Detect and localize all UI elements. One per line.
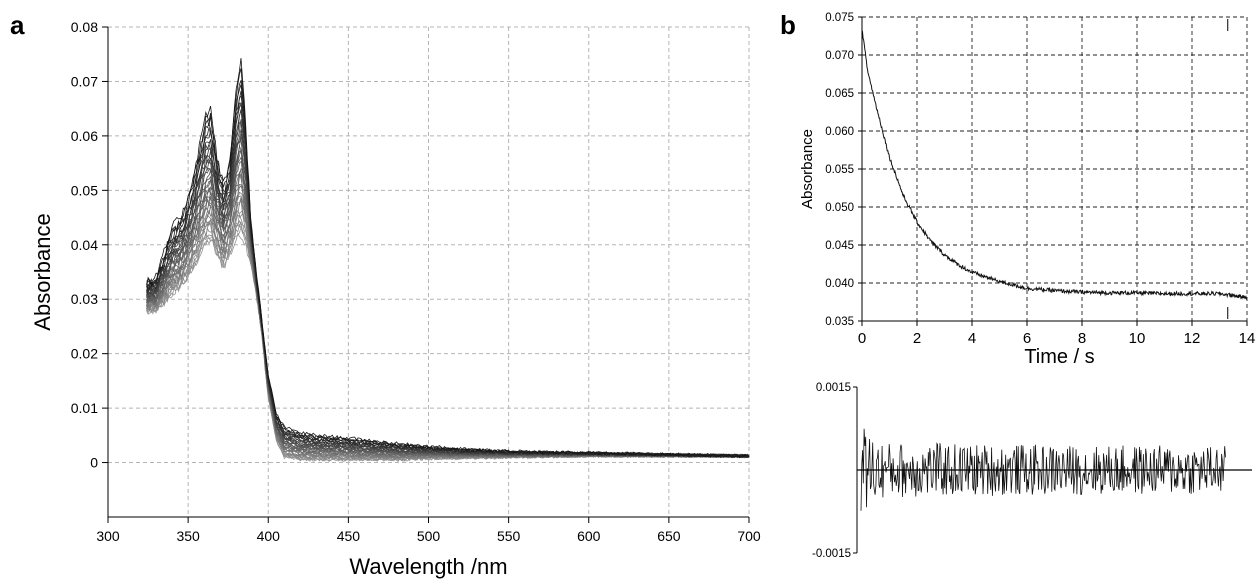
spectra-y-tick-label: 0.06 bbox=[71, 128, 98, 144]
kinetics-grid bbox=[862, 16, 1248, 321]
spectra-tick-labels: 300 350 400 450 500 550 600 650 700 0 0.01 0.02 0.03… bbox=[71, 19, 761, 544]
spectra-x-tick-label: 450 bbox=[337, 528, 361, 544]
spectra-x-tick-label: 400 bbox=[257, 528, 281, 544]
kinetics-x-tick-label: 6 bbox=[1023, 330, 1031, 347]
spectrum-line bbox=[146, 144, 750, 458]
spectrum-line bbox=[146, 213, 750, 461]
kinetics-y-tick-label: 0.050 bbox=[825, 202, 854, 214]
kinetics-chart: 0 2 4 6 8 10 12 14 0.035 0.040 0.045 0.050 0.055 0.06… bbox=[799, 12, 1255, 368]
residuals-line bbox=[860, 428, 1226, 511]
spectra-x-tick-label: 500 bbox=[417, 528, 441, 544]
kinetics-y-tick-label: 0.075 bbox=[825, 12, 854, 24]
spectra-y-tick-label: 0 bbox=[90, 455, 98, 471]
kinetics-x-tick-label: 2 bbox=[913, 330, 921, 347]
kinetics-y-tick-label: 0.055 bbox=[825, 164, 854, 176]
spectra-y-tick-label: 0.02 bbox=[71, 346, 98, 362]
kinetics-x-axis-label: Time / s bbox=[1024, 346, 1094, 368]
spectra-x-tick-label: 550 bbox=[497, 528, 521, 544]
spectrum-line bbox=[146, 102, 750, 458]
spectrum-line bbox=[146, 232, 749, 462]
spectra-y-tick-label: 0.01 bbox=[71, 400, 98, 416]
spectra-x-tick-label: 650 bbox=[657, 528, 681, 544]
residuals-y-tick-label: 0.0015 bbox=[816, 382, 851, 394]
kinetics-y-tick-label: 0.035 bbox=[825, 316, 854, 328]
spectra-y-axis-label: Absorbance bbox=[30, 213, 55, 330]
residuals-chart: 0.0015 -0.0015 bbox=[812, 382, 1252, 560]
spectra-x-tick-label: 600 bbox=[577, 528, 601, 544]
spectrum-line bbox=[146, 58, 750, 458]
spectra-axes bbox=[102, 26, 750, 523]
spectrum-line bbox=[146, 170, 750, 459]
kinetics-y-axis-label: Absorbance bbox=[799, 129, 816, 209]
residuals-tick-labels: 0.0015 -0.0015 bbox=[812, 382, 851, 560]
kinetics-x-tick-label: 4 bbox=[968, 330, 976, 347]
spectrum-line bbox=[146, 160, 750, 459]
kinetics-tick-labels: 0 2 4 6 8 10 12 14 0.035 0.040 0.045 0.050 0.055 0.06… bbox=[825, 12, 1255, 347]
kinetics-series-group bbox=[861, 30, 1248, 300]
spectrum-line bbox=[146, 80, 750, 458]
kinetics-x-tick-label: 12 bbox=[1184, 330, 1201, 347]
spectra-x-tick-label: 350 bbox=[176, 528, 200, 544]
panel-a-label: a bbox=[10, 10, 25, 40]
spectra-x-axis-label: Wavelength /nm bbox=[349, 554, 507, 579]
spectra-x-tick-label: 300 bbox=[96, 528, 120, 544]
residuals-axes bbox=[853, 386, 1252, 554]
panel-b-label: b bbox=[780, 10, 796, 40]
residuals-series-group bbox=[860, 428, 1226, 511]
spectrum-line bbox=[146, 225, 750, 462]
spectra-chart: 300 350 400 450 500 550 600 650 700 0 0.01 0.02 0.03… bbox=[30, 19, 761, 579]
spectra-series-group bbox=[146, 58, 750, 462]
spectrum-line bbox=[146, 68, 750, 458]
kinetics-y-tick-label: 0.060 bbox=[825, 126, 854, 138]
spectra-y-tick-label: 0.08 bbox=[71, 19, 98, 35]
kinetics-x-tick-label: 10 bbox=[1129, 330, 1146, 347]
spectrum-line bbox=[146, 195, 750, 459]
spectrum-line bbox=[146, 223, 750, 462]
spectra-y-tick-label: 0.07 bbox=[71, 73, 98, 89]
kinetics-y-tick-label: 0.065 bbox=[825, 88, 854, 100]
kinetics-axes bbox=[858, 16, 1248, 326]
spectrum-line bbox=[146, 212, 750, 460]
kinetics-y-tick-label: 0.040 bbox=[825, 278, 854, 290]
spectrum-line bbox=[146, 221, 750, 462]
kinetics-x-tick-label: 0 bbox=[858, 330, 866, 347]
spectrum-line bbox=[146, 103, 750, 458]
spectra-grid bbox=[108, 26, 750, 517]
spectrum-line bbox=[146, 191, 750, 459]
spectra-y-tick-label: 0.03 bbox=[71, 291, 98, 307]
spectrum-line bbox=[146, 209, 750, 460]
kinetics-y-tick-label: 0.070 bbox=[825, 50, 854, 62]
spectrum-line bbox=[146, 220, 750, 461]
spectra-x-tick-label: 700 bbox=[737, 528, 761, 544]
kinetics-x-tick-label: 8 bbox=[1078, 330, 1086, 347]
kinetics-y-tick-label: 0.045 bbox=[825, 240, 854, 252]
residuals-y-tick-label: -0.0015 bbox=[812, 548, 851, 560]
spectra-y-tick-label: 0.05 bbox=[71, 182, 98, 198]
spectra-y-tick-label: 0.04 bbox=[71, 237, 98, 253]
kinetics-x-tick-label: 14 bbox=[1239, 330, 1256, 347]
kinetics-trace-line bbox=[861, 30, 1248, 300]
